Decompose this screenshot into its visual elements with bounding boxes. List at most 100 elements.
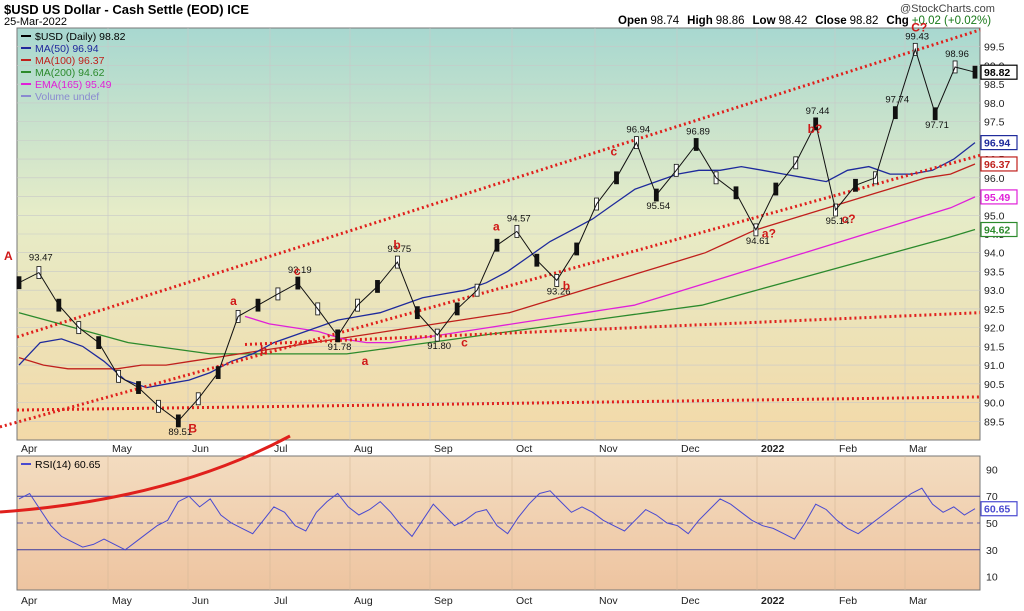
wave-label: b — [393, 238, 400, 252]
chart-title: $USD US Dollar - Cash Settle (EOD) ICE — [4, 2, 249, 17]
wave-label: a — [493, 219, 500, 233]
wave-label: A — [4, 249, 13, 263]
x-tick-label: Jul — [274, 443, 287, 455]
ohlc-key: Open — [618, 15, 648, 27]
value-badge-text: 96.37 — [984, 159, 1010, 171]
x-tick-label: Feb — [839, 443, 857, 455]
brand-label: @StockCharts.com — [900, 3, 995, 15]
price-annotation: 93.47 — [29, 253, 53, 264]
y-tick-label: 96.0 — [984, 173, 1005, 185]
ma100-line — [18, 163, 976, 370]
value-badge-text: 96.94 — [984, 138, 1010, 150]
ohlc-value: 98.82 — [849, 15, 879, 27]
price-line — [18, 47, 976, 422]
x-tick-label-rsi: Feb — [839, 595, 857, 607]
ohlc-key: High — [687, 15, 713, 27]
ohlc-key: Chg — [886, 15, 909, 27]
x-tick-label-rsi: Dec — [681, 595, 700, 607]
value-badge: 95.49 — [980, 189, 1018, 205]
value-badge-text: 98.82 — [984, 67, 1010, 79]
value-badge: 96.37 — [980, 156, 1018, 172]
y-tick-label: 92.5 — [984, 304, 1005, 316]
value-badge: 98.82 — [980, 64, 1018, 80]
x-tick-label: 2022 — [761, 443, 785, 455]
wave-label: b — [563, 279, 570, 293]
wave-label: b? — [808, 122, 823, 136]
x-tick-label: Mar — [909, 443, 928, 455]
ema165-line — [244, 196, 976, 344]
chart-date: 25-Mar-2022 — [4, 16, 67, 28]
price-annotation: 95.14 — [826, 216, 850, 227]
wave-label: a — [230, 294, 237, 308]
y-tick-label: 92.0 — [984, 323, 1005, 335]
price-annotation: 95.54 — [646, 201, 670, 212]
y-tick-label: 90.5 — [984, 379, 1005, 391]
y-tick-label: 91.5 — [984, 341, 1005, 353]
ohlc-value: 98.74 — [650, 15, 680, 27]
price-annotation: 97.71 — [925, 120, 949, 131]
rsi-y-tick-label: 10 — [986, 572, 998, 584]
legend-entry: $USD (Daily) 98.82 — [35, 31, 126, 43]
x-tick-label: Jun — [192, 443, 209, 455]
y-tick-label: 89.5 — [984, 416, 1005, 428]
ohlc-value: 98.86 — [715, 15, 745, 27]
ma50-line — [18, 142, 976, 389]
rsi-badge: 60.65 — [980, 501, 1018, 517]
price-annotation: 89.51 — [168, 427, 192, 438]
x-tick-label-rsi: 2022 — [761, 595, 785, 607]
price-annotation: 96.94 — [626, 125, 650, 136]
legend-entry: MA(50) 96.94 — [35, 43, 99, 55]
x-tick-label-rsi: Oct — [516, 595, 532, 607]
x-tick-label-rsi: Mar — [909, 595, 928, 607]
price-annotation: 96.89 — [686, 126, 710, 137]
legend-entry: MA(200) 94.62 — [35, 67, 105, 79]
y-tick-label: 99.5 — [984, 42, 1005, 54]
rsi-y-tick-label: 30 — [986, 545, 998, 557]
value-badge-text: 95.49 — [984, 192, 1010, 204]
legend-entry: Volume undef — [35, 91, 99, 103]
price-annotation: 91.78 — [328, 342, 352, 353]
rsi-badge-text: 60.65 — [984, 504, 1010, 516]
wave-label: c — [461, 335, 468, 349]
trend-channel-line — [16, 395, 981, 412]
y-tick-label: 94.0 — [984, 248, 1005, 260]
ma200-line — [18, 228, 976, 355]
wave-label: c? — [842, 212, 856, 226]
x-tick-label-rsi: Apr — [21, 595, 38, 607]
x-tick-label-rsi: Sep — [434, 595, 453, 607]
arc-line — [0, 434, 291, 514]
trend-channel-line — [16, 28, 981, 339]
x-tick-label: Nov — [599, 443, 618, 455]
x-tick-label: Aug — [354, 443, 373, 455]
ohlc-value: 98.42 — [778, 15, 808, 27]
wave-label: B — [188, 422, 197, 436]
x-tick-label: Dec — [681, 443, 700, 455]
legend-entry: MA(100) 96.37 — [35, 55, 105, 67]
price-annotation: 99.43 — [905, 31, 929, 42]
y-tick-label: 93.5 — [984, 266, 1005, 278]
legend-entry: EMA(165) 95.49 — [35, 79, 112, 91]
value-badge: 94.62 — [980, 221, 1018, 238]
wave-label: b — [260, 343, 267, 357]
price-annotation: 94.57 — [507, 213, 531, 224]
y-tick-label: 97.5 — [984, 117, 1005, 129]
wave-label: c — [294, 264, 301, 278]
rsi-y-tick-label: 90 — [986, 464, 998, 476]
ohlc-value: +0.02 (+0.02%) — [911, 15, 992, 27]
ohlc-key: Low — [752, 15, 776, 27]
price-annotation: 93.19 — [288, 265, 312, 276]
x-tick-label-rsi: Aug — [354, 595, 373, 607]
x-tick-label-rsi: Nov — [599, 595, 618, 607]
wave-label: C? — [911, 21, 927, 35]
x-tick-label-rsi: May — [112, 595, 133, 607]
y-tick-label: 93.0 — [984, 285, 1005, 297]
price-annotation: 93.26 — [547, 286, 571, 297]
price-annotation: 98.96 — [945, 49, 969, 60]
x-tick-label: May — [112, 443, 133, 455]
y-tick-label: 95.0 — [984, 210, 1005, 222]
wave-label: c — [611, 144, 618, 158]
value-badge-text: 94.62 — [984, 225, 1010, 237]
price-annotation: 93.75 — [387, 244, 411, 255]
value-badge: 96.94 — [980, 135, 1018, 151]
